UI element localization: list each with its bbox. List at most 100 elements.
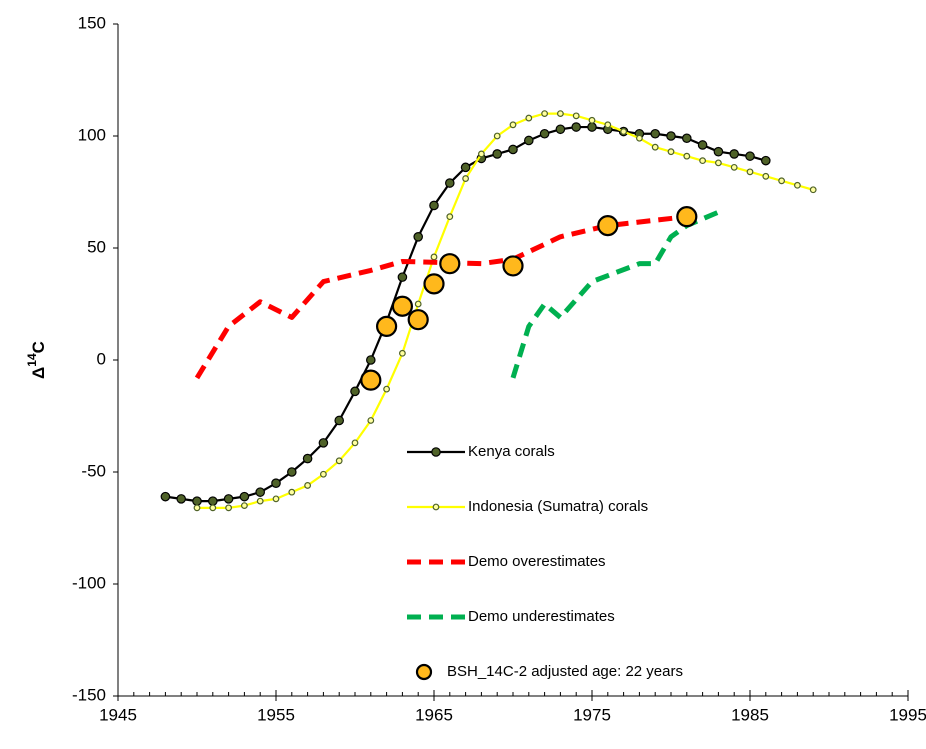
marker <box>760 155 771 166</box>
marker <box>209 504 217 512</box>
marker <box>160 491 171 502</box>
marker <box>351 439 359 447</box>
marker <box>667 148 675 156</box>
marker <box>636 134 643 142</box>
legend-label: Kenya corals <box>468 443 555 460</box>
y-axis-label: Δ14C <box>25 341 48 379</box>
marker <box>762 172 770 180</box>
marker <box>508 144 518 155</box>
marker <box>223 494 234 504</box>
marker <box>318 438 329 448</box>
x-tick-label: 1945 <box>99 705 137 724</box>
y-tick-label: 150 <box>78 13 106 32</box>
marker <box>415 663 433 681</box>
marker <box>745 151 755 161</box>
marker <box>240 502 248 510</box>
marker <box>492 149 502 159</box>
marker <box>360 369 382 391</box>
marker <box>572 112 580 120</box>
marker <box>620 128 627 135</box>
marker <box>432 503 440 511</box>
marker <box>523 135 534 146</box>
marker <box>225 504 233 512</box>
marker <box>587 122 597 132</box>
x-tick-label: 1975 <box>573 705 611 724</box>
marker <box>681 133 692 144</box>
marker <box>478 150 485 158</box>
marker <box>571 122 581 132</box>
marker <box>255 487 265 497</box>
legend-label: Demo overestimates <box>468 553 606 570</box>
marker <box>383 385 391 393</box>
marker <box>193 504 201 512</box>
marker <box>462 175 470 182</box>
marker <box>192 496 202 506</box>
x-tick-label: 1995 <box>889 705 926 724</box>
marker <box>399 349 406 357</box>
marker <box>509 121 517 129</box>
y-label-unit: C <box>29 341 48 353</box>
marker <box>778 177 785 185</box>
marker <box>208 496 218 506</box>
marker <box>335 457 343 465</box>
x-tick-label: 1965 <box>415 705 453 724</box>
marker <box>302 453 313 464</box>
marker <box>683 152 691 160</box>
marker <box>397 272 408 282</box>
marker <box>794 181 801 189</box>
marker <box>699 157 706 165</box>
series-line <box>510 209 720 379</box>
marker <box>239 491 250 502</box>
marker <box>676 206 698 228</box>
marker <box>376 315 398 337</box>
marker <box>460 162 471 173</box>
marker <box>555 124 566 135</box>
series-line <box>165 125 767 503</box>
y-tick-label: 0 <box>97 349 106 368</box>
y-tick-label: -150 <box>72 685 106 704</box>
legend-label: Demo underestimates <box>468 608 615 625</box>
marker <box>350 386 360 397</box>
x-tick-label: 1985 <box>731 705 769 724</box>
marker <box>272 495 280 503</box>
marker <box>809 186 817 194</box>
marker <box>423 273 445 295</box>
marker <box>407 309 429 331</box>
marker <box>666 131 676 141</box>
marker <box>713 146 724 157</box>
series-line <box>197 112 814 509</box>
marker <box>288 488 296 496</box>
marker <box>525 114 533 122</box>
y-label-sup: 14 <box>25 353 39 367</box>
marker <box>334 415 344 426</box>
marker <box>715 159 722 167</box>
marker <box>651 143 659 151</box>
marker <box>413 232 423 242</box>
y-tick-label: -50 <box>81 461 106 480</box>
marker <box>365 355 376 365</box>
marker <box>439 253 461 275</box>
marker <box>391 295 413 317</box>
marker <box>429 200 439 211</box>
marker <box>697 140 708 150</box>
y-tick-label: 100 <box>78 125 106 144</box>
marker <box>588 116 596 124</box>
legend-label: BSH_14C-2 adjusted age: 22 years <box>447 663 683 680</box>
marker <box>286 467 297 477</box>
marker <box>539 128 550 139</box>
marker <box>176 494 186 504</box>
marker <box>597 215 619 237</box>
marker <box>367 417 375 424</box>
series-line <box>194 214 688 380</box>
marker <box>430 253 438 261</box>
marker <box>414 300 422 308</box>
marker <box>446 213 454 221</box>
marker <box>604 121 612 129</box>
y-tick-label: -100 <box>72 573 106 592</box>
marker <box>730 163 738 171</box>
marker <box>431 447 441 457</box>
marker <box>304 482 312 489</box>
marker <box>557 110 564 117</box>
legend-label: Indonesia (Sumatra) corals <box>468 498 648 515</box>
